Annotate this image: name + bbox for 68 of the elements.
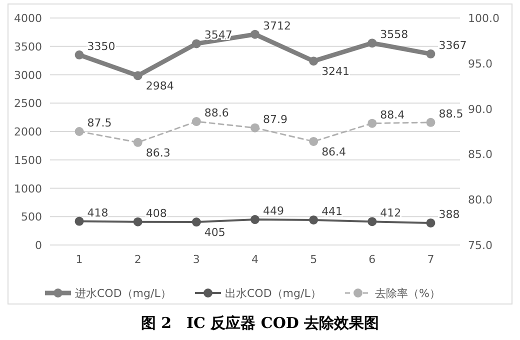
data-label: 408 xyxy=(146,206,167,220)
y-tick-label: 4000 xyxy=(14,12,42,25)
data-label: 87.5 xyxy=(87,116,112,130)
point xyxy=(250,30,260,39)
data-label: 405 xyxy=(204,226,226,240)
y-tick-label: 500 xyxy=(21,210,42,224)
y-tick-label: 2500 xyxy=(14,97,42,110)
data-label: 3712 xyxy=(263,19,291,32)
point xyxy=(133,71,142,80)
point xyxy=(250,123,260,132)
y2-tick-label: 75.0 xyxy=(468,239,492,252)
data-label: 449 xyxy=(263,204,284,218)
data-label: 388 xyxy=(438,208,460,221)
x-tick-label: 1 xyxy=(76,253,83,266)
text: 图 2 IC 反应器 COD 去除效果图 xyxy=(140,314,380,332)
x-tick-label: 3 xyxy=(192,253,200,266)
data-label: 441 xyxy=(322,204,343,218)
data-label: 87.9 xyxy=(263,112,288,126)
data-label: 3350 xyxy=(87,40,116,53)
point xyxy=(368,38,377,48)
y2-tick-label: 80.0 xyxy=(468,194,492,207)
y-tick-label: 3500 xyxy=(14,40,42,54)
point xyxy=(426,49,436,58)
y-tick-label: 1500 xyxy=(14,154,42,167)
point xyxy=(74,50,84,60)
point xyxy=(74,127,84,136)
legend-label: 去除率（%） xyxy=(375,287,440,300)
legend-label: 进水COD（mg/L） xyxy=(75,287,172,300)
data-label: 2984 xyxy=(146,80,174,93)
point xyxy=(309,215,318,224)
point xyxy=(133,138,142,147)
legend-label: 出水COD（mg/L） xyxy=(225,287,322,300)
data-label: 3367 xyxy=(438,38,467,52)
y2-tick-label: 90.0 xyxy=(468,102,492,116)
x-tick-label: 7 xyxy=(427,253,434,266)
point xyxy=(368,118,377,128)
y-tick-label: 3000 xyxy=(14,68,42,82)
point xyxy=(74,216,84,226)
data-label: 88.6 xyxy=(204,106,229,120)
data-label: 418 xyxy=(87,206,108,220)
y2-tick-label: 100.0 xyxy=(468,12,500,25)
point xyxy=(250,215,260,224)
point xyxy=(309,136,318,146)
data-label: 412 xyxy=(380,206,402,220)
point xyxy=(133,217,142,226)
data-label: 3241 xyxy=(322,65,350,78)
data-label: 88.5 xyxy=(438,107,464,120)
point xyxy=(309,56,318,66)
point xyxy=(426,218,436,228)
data-label: 86.3 xyxy=(146,146,170,160)
x-tick-label: 5 xyxy=(310,253,318,266)
point xyxy=(192,218,201,227)
data-label: 88.4 xyxy=(380,108,405,122)
point xyxy=(192,117,201,126)
data-label: 3558 xyxy=(380,28,408,42)
y2-tick-label: 95.0 xyxy=(468,57,492,70)
x-tick-label: 6 xyxy=(368,253,376,266)
y2-tick-label: 85.0 xyxy=(468,148,492,162)
x-tick-label: 2 xyxy=(134,253,142,266)
y-tick-label: 1000 xyxy=(14,182,42,196)
point xyxy=(426,118,436,127)
y-tick-label: 2000 xyxy=(14,126,42,138)
data-label: 3547 xyxy=(204,28,232,42)
point xyxy=(368,217,377,226)
data-label: 86.4 xyxy=(322,145,346,158)
y-tick-label: 0 xyxy=(35,239,42,252)
x-tick-label: 4 xyxy=(252,253,258,266)
point xyxy=(192,39,201,48)
